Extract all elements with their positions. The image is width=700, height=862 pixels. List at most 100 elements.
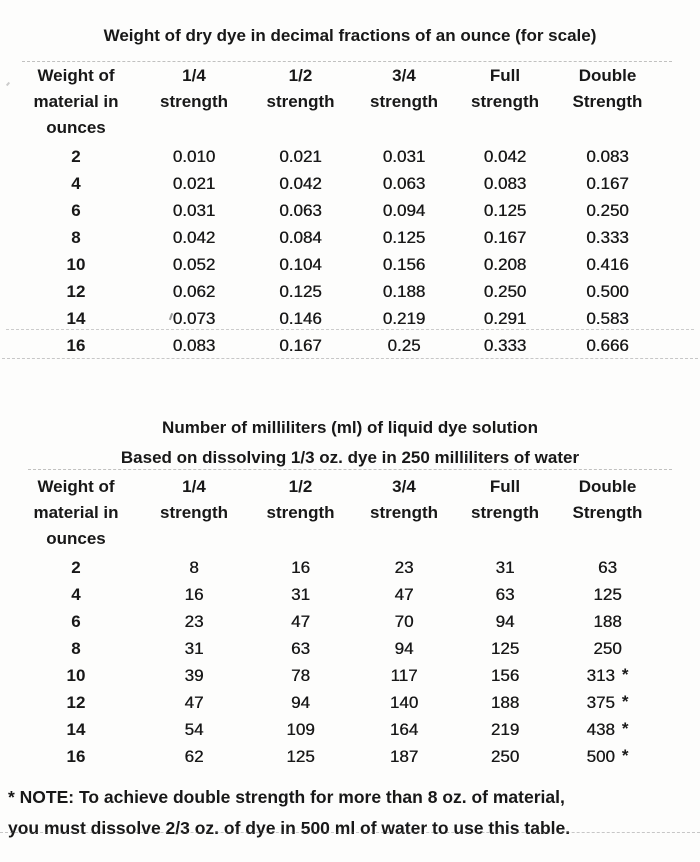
table-row: 14 0.073 0.146 0.219 0.291 0.583: [12, 305, 660, 332]
value-text: 0.333: [586, 227, 629, 247]
value-text: 250: [490, 746, 520, 766]
header-line: 1/2: [288, 477, 313, 496]
value-text: 0.500: [586, 281, 629, 301]
value-text: 0.167: [483, 227, 527, 247]
header-line: material in: [33, 92, 119, 111]
table-row: 2 0.010 0.021 0.031 0.042 0.083: [12, 143, 660, 170]
value-cell: 23: [140, 608, 248, 635]
value-text: 16: [184, 584, 204, 604]
value-cell: 0.250: [455, 278, 555, 305]
value-cell: 94: [248, 689, 353, 716]
scan-artifact-line: [6, 329, 694, 330]
header-line: material in: [33, 503, 119, 522]
value-text: 0.208: [483, 254, 527, 274]
ounces-cell: 16: [66, 335, 86, 355]
value-cell: 16: [248, 554, 353, 581]
dry-dye-table-body: 2 0.010 0.021 0.031 0.042 0.083 4 0.021 0.042 0.0…: [12, 143, 660, 359]
value-text: 94: [495, 611, 515, 631]
scan-artifact-line: [0, 832, 700, 833]
ounces-cell: 12: [66, 281, 86, 301]
value-cell: 0.250: [555, 197, 660, 224]
value-text: 250: [593, 638, 622, 658]
ounces-cell: 14: [66, 719, 86, 739]
footnote-line-2: you must dissolve 2/3 oz. of dye in 500 …: [8, 818, 571, 838]
value-cell: 438 *: [555, 716, 660, 743]
value-cell: 0.125: [248, 278, 353, 305]
header-line: strength: [266, 92, 335, 111]
value-cell: 125: [455, 635, 555, 662]
value-text: 0.021: [172, 173, 216, 193]
value-text: 54: [184, 719, 204, 739]
value-cell: 0.052: [140, 251, 248, 278]
value-cell: 219: [455, 716, 555, 743]
value-text: 188: [593, 611, 622, 631]
value-text: 375: [586, 692, 615, 712]
value-text: 156: [490, 665, 520, 685]
value-text: 0.042: [172, 227, 216, 247]
table-row: 12 47 94 140 188 375 *: [12, 689, 660, 716]
value-text: 125: [286, 746, 315, 766]
value-cell: 0.333: [555, 224, 660, 251]
value-cell: 0.104: [248, 251, 353, 278]
header-strength-column: 1/2 strength: [248, 473, 353, 554]
value-cell: 8: [140, 554, 248, 581]
table-row: 14 54 109 164 219 438 *: [12, 716, 660, 743]
value-cell: 0.188: [353, 278, 455, 305]
value-cell: 0.021: [248, 143, 353, 170]
ounces-cell: 8: [71, 227, 81, 247]
header-line: strength: [471, 92, 539, 111]
value-cell: 54: [140, 716, 248, 743]
header-line: Full: [489, 66, 521, 85]
value-cell: 0.094: [353, 197, 455, 224]
value-text: 117: [390, 665, 418, 685]
value-text: 188: [490, 692, 520, 712]
value-text: 63: [598, 557, 617, 577]
header-line: strength: [266, 503, 335, 522]
value-cell: 47: [140, 689, 248, 716]
value-text: 78: [291, 665, 310, 685]
value-text: 0.666: [586, 335, 629, 355]
ounces-cell: 16: [66, 746, 86, 766]
table-row: 16 62 125 187 250 500 *: [12, 743, 660, 770]
value-text: 47: [291, 611, 310, 631]
value-text: 0.25: [387, 335, 421, 355]
value-text: 0.167: [279, 335, 322, 355]
value-text: 70: [394, 611, 414, 631]
value-cell: 0.062: [140, 278, 248, 305]
value-text: 0.219: [382, 308, 426, 328]
footnote-marker: *: [621, 691, 629, 711]
value-cell: 125: [555, 581, 660, 608]
header-strength-column: Double Strength: [555, 473, 660, 554]
value-cell: 70: [353, 608, 455, 635]
table-row: 4 0.021 0.042 0.063 0.083 0.167: [12, 170, 660, 197]
value-cell: 0.031: [140, 197, 248, 224]
header-strength-column: 1/2 strength: [248, 62, 353, 143]
value-cell: 0.083: [140, 332, 248, 359]
value-text: 0.063: [382, 173, 426, 193]
value-cell: 31: [455, 554, 555, 581]
value-text: 0.083: [172, 335, 216, 355]
value-text: 164: [389, 719, 419, 739]
header-line: 1/4: [182, 66, 206, 85]
value-cell: 94: [353, 635, 455, 662]
value-cell: 63: [455, 581, 555, 608]
value-text: 438: [586, 719, 615, 739]
value-text: 0.250: [586, 200, 629, 220]
value-cell: 47: [248, 608, 353, 635]
value-cell: 188: [455, 689, 555, 716]
value-cell: 0.083: [455, 170, 555, 197]
value-text: 219: [490, 719, 520, 739]
value-text: 0.010: [172, 146, 216, 166]
value-text: 0.125: [382, 227, 426, 247]
value-text: 0.125: [483, 200, 527, 220]
value-text: 0.167: [586, 173, 629, 193]
value-text: 47: [394, 584, 414, 604]
dry-dye-weight-table: Weight of material in ounces 1/4 strength 1/2…: [12, 62, 660, 359]
value-cell: 0.031: [353, 143, 455, 170]
table-row: 10 0.052 0.104 0.156 0.208 0.416: [12, 251, 660, 278]
value-text: 0.291: [483, 308, 527, 328]
scan-artifact-line: [22, 61, 672, 62]
value-cell: 0.063: [248, 197, 353, 224]
value-text: 313: [586, 665, 615, 685]
table-row: 12 0.062 0.125 0.188 0.250 0.500: [12, 278, 660, 305]
